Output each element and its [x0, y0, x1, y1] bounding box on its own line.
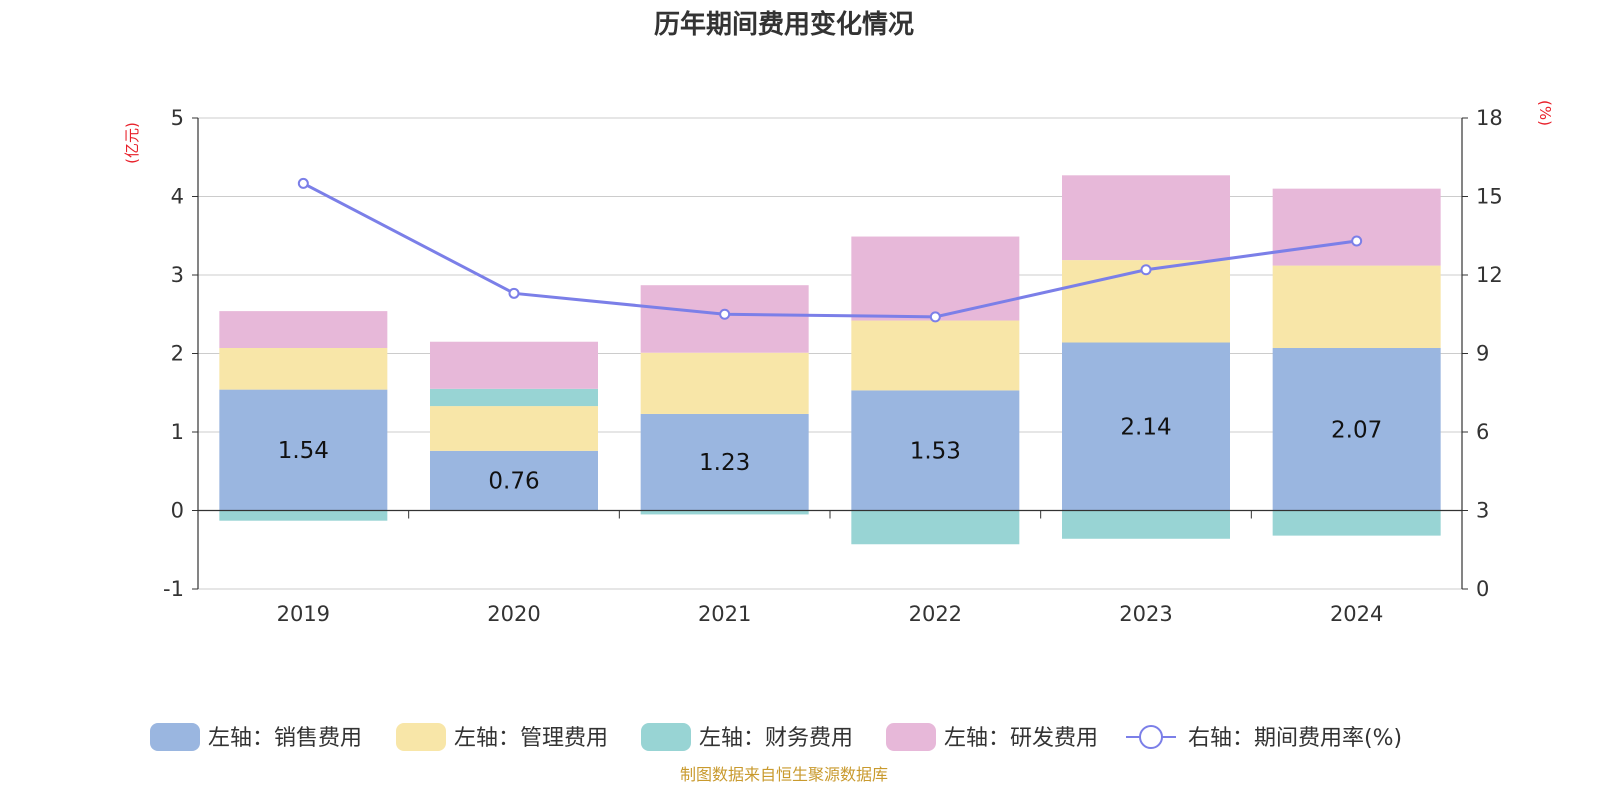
bar-2-2019: [219, 348, 388, 390]
bar-3-2024: [1272, 510, 1441, 536]
data-label: 1.23: [699, 450, 750, 476]
rate-point: [1351, 235, 1363, 247]
left-tick-label: -1: [163, 577, 184, 601]
line-series: [297, 177, 1363, 323]
x-tick-label: 2019: [277, 602, 330, 626]
bar-3-2021: [640, 510, 809, 515]
x-tick-label: 2022: [909, 602, 962, 626]
x-tick-label: 2024: [1330, 602, 1383, 626]
left-tick-label: 0: [171, 499, 184, 523]
legend-label-5: 右轴：期间费用率(%): [1188, 726, 1402, 751]
left-tick-label: 4: [171, 185, 184, 209]
rate-point: [297, 177, 309, 189]
right-tick-label: 18: [1476, 106, 1503, 130]
bar-3-2020: [430, 388, 598, 407]
rate-point: [1140, 264, 1152, 276]
bar-series: [219, 175, 1441, 545]
bar-1-2024: [1272, 348, 1441, 511]
right-tick-label: 12: [1476, 263, 1503, 287]
bar-1-2019: [219, 389, 388, 511]
right-tick-label: 0: [1476, 577, 1489, 601]
bar-3-2022: [851, 510, 1020, 545]
legend-label-1: 左轴：销售费用: [208, 726, 362, 751]
bar-2-2021: [640, 352, 809, 414]
legend-marker: [1139, 725, 1163, 749]
bar-2-2024: [1272, 265, 1441, 349]
data-labels: 1.54 0.76 1.23 1.53 2.14 2.07: [278, 415, 1383, 495]
rate-point: [508, 287, 520, 299]
data-label: 0.76: [488, 469, 539, 495]
bar-1-2022: [851, 390, 1020, 511]
data-label: 2.07: [1331, 417, 1382, 443]
legend-label-3: 左轴：财务费用: [699, 726, 853, 751]
left-tick-label: 3: [171, 263, 184, 287]
right-axis-unit: (%): [1536, 100, 1554, 126]
legend: 左轴：销售费用 左轴：管理费用 左轴：财务费用 左轴：研发费用 右轴：期间费用率(%): [150, 723, 1402, 751]
legend-swatch-3: [641, 723, 691, 751]
left-axis-unit: (亿元): [123, 122, 141, 164]
x-tick-label: 2021: [698, 602, 751, 626]
bar-4-2022: [851, 236, 1020, 321]
bar-4-2024: [1272, 188, 1441, 266]
legend-swatch-2: [396, 723, 446, 751]
rate-line: [302, 182, 1357, 319]
right-tick-label: 3: [1476, 499, 1489, 523]
axes: 5 4 3 2 1 0 -1 18 15 12 9 6 3 0 2019 2020 2021 2022 2023 20…: [163, 106, 1503, 626]
data-label: 1.54: [278, 438, 329, 464]
grid-lines: [198, 117, 1462, 590]
left-tick-label: 1: [171, 420, 184, 444]
source-note: 制图数据来自恒生聚源数据库: [680, 765, 888, 784]
legend-label-4: 左轴：研发费用: [944, 726, 1098, 751]
legend-label-2: 左轴：管理费用: [454, 726, 608, 751]
bar-2-2022: [851, 320, 1020, 391]
right-tick-label: 15: [1476, 185, 1503, 209]
bar-3-2023: [1062, 510, 1230, 539]
right-tick-label: 6: [1476, 420, 1489, 444]
rate-point: [929, 311, 941, 323]
left-tick-label: 2: [171, 342, 184, 366]
right-tick-label: 9: [1476, 342, 1489, 366]
legend-swatch-1: [150, 723, 200, 751]
data-label: 1.53: [910, 438, 961, 464]
bar-4-2023: [1062, 175, 1230, 261]
bar-1-2021: [640, 413, 809, 511]
bar-1-2020: [430, 450, 598, 511]
bar-3-2019: [219, 510, 388, 521]
bar-1-2023: [1062, 342, 1230, 511]
bar-4-2019: [219, 311, 388, 349]
rate-point: [719, 308, 731, 320]
chart-title: 历年期间费用变化情况: [654, 9, 914, 40]
legend-swatch-4: [886, 723, 936, 751]
left-tick-label: 5: [171, 106, 184, 130]
x-tick-label: 2023: [1119, 602, 1172, 626]
data-label: 2.14: [1120, 415, 1171, 441]
x-tick-label: 2020: [487, 602, 540, 626]
bar-4-2020: [430, 341, 598, 389]
bar-2-2020: [430, 406, 598, 451]
